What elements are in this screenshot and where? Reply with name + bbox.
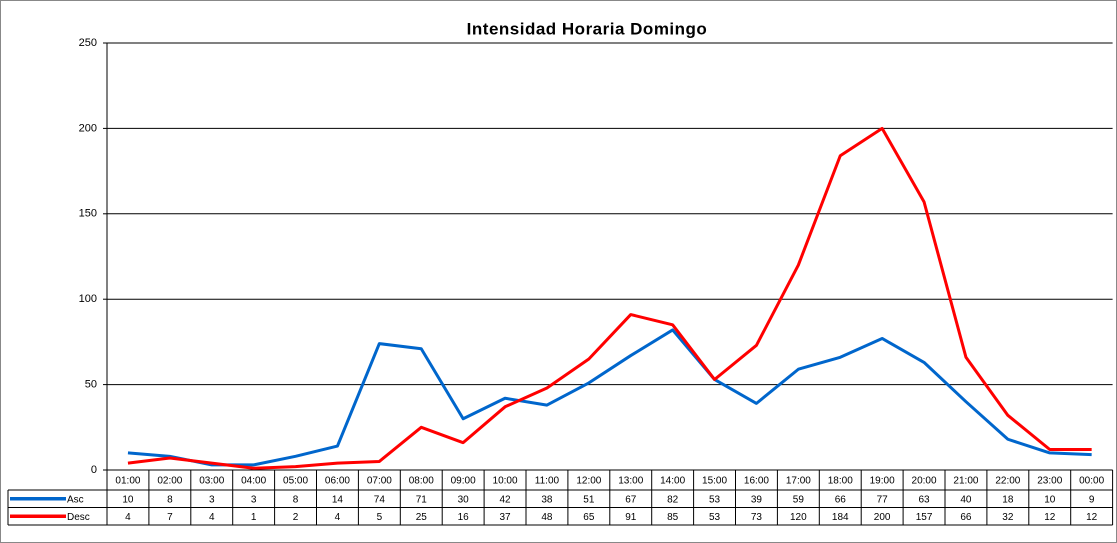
table-value: 7 <box>167 512 173 523</box>
x-tick-label: 02:00 <box>157 476 182 487</box>
table-value: 59 <box>793 494 805 505</box>
x-tick-label: 23:00 <box>1037 476 1062 487</box>
x-tick-label: 17:00 <box>786 476 811 487</box>
table-value: 74 <box>374 494 386 505</box>
x-tick-label: 03:00 <box>199 476 224 487</box>
table-value: 39 <box>751 494 763 505</box>
x-tick-label: 20:00 <box>912 476 937 487</box>
table-value: 63 <box>918 494 930 505</box>
table-value: 77 <box>877 494 889 505</box>
table-value: 40 <box>960 494 972 505</box>
chart-title: Intensidad Horaria Domingo <box>467 19 708 38</box>
table-value: 51 <box>583 494 595 505</box>
x-tick-label: 06:00 <box>325 476 350 487</box>
x-tick-label: 16:00 <box>744 476 769 487</box>
table-value: 91 <box>625 512 637 523</box>
x-tick-label: 04:00 <box>241 476 266 487</box>
y-tick-label: 100 <box>79 293 97 305</box>
table-value: 67 <box>625 494 637 505</box>
x-tick-label: 19:00 <box>870 476 895 487</box>
table-value: 3 <box>251 494 257 505</box>
y-tick-label: 200 <box>79 122 97 134</box>
table-value: 9 <box>1089 494 1095 505</box>
table-value: 1 <box>251 512 257 523</box>
table-value: 184 <box>832 512 849 523</box>
table-value: 12 <box>1086 512 1098 523</box>
x-tick-label: 08:00 <box>409 476 434 487</box>
table-value: 85 <box>667 512 679 523</box>
table-value: 4 <box>125 512 131 523</box>
y-tick-label: 50 <box>85 379 97 391</box>
table-value: 38 <box>541 494 553 505</box>
table-value: 120 <box>790 512 807 523</box>
table-value: 48 <box>541 512 553 523</box>
y-tick-label: 0 <box>91 464 97 476</box>
table-value: 30 <box>458 494 470 505</box>
table-value: 53 <box>709 494 721 505</box>
x-tick-label: 07:00 <box>367 476 392 487</box>
table-value: 37 <box>499 512 511 523</box>
x-tick-label: 15:00 <box>702 476 727 487</box>
x-tick-label: 14:00 <box>660 476 685 487</box>
x-tick-label: 01:00 <box>115 476 140 487</box>
table-value: 10 <box>122 494 134 505</box>
table-value: 5 <box>377 512 383 523</box>
table-value: 42 <box>499 494 511 505</box>
table-value: 66 <box>960 512 972 523</box>
table-value: 3 <box>209 494 215 505</box>
x-tick-label: 09:00 <box>451 476 476 487</box>
table-value: 4 <box>209 512 215 523</box>
x-tick-label: 21:00 <box>953 476 978 487</box>
x-tick-label: 11:00 <box>535 476 560 487</box>
x-tick-label: 22:00 <box>995 476 1020 487</box>
series-line <box>127 126 1092 470</box>
legend-label: Desc <box>67 512 90 523</box>
table-value: 82 <box>667 494 679 505</box>
legend-label: Asc <box>67 494 84 505</box>
table-value: 66 <box>835 494 847 505</box>
y-tick-label: 150 <box>79 208 97 220</box>
table-value: 8 <box>293 494 299 505</box>
table-value: 32 <box>1002 512 1014 523</box>
table-value: 8 <box>167 494 173 505</box>
table-value: 12 <box>1044 512 1056 523</box>
table-value: 14 <box>332 494 344 505</box>
table-value: 200 <box>874 512 891 523</box>
table-value: 2 <box>293 512 299 523</box>
table-value: 4 <box>335 512 341 523</box>
table-value: 16 <box>458 512 470 523</box>
x-tick-label: 12:00 <box>576 476 601 487</box>
x-tick-label: 18:00 <box>828 476 853 487</box>
table-value: 10 <box>1044 494 1056 505</box>
y-tick-label: 250 <box>79 37 97 49</box>
table-value: 53 <box>709 512 721 523</box>
table-value: 73 <box>751 512 763 523</box>
x-tick-label: 13:00 <box>618 476 643 487</box>
series-line <box>127 328 1092 467</box>
table-value: 65 <box>583 512 595 523</box>
x-tick-label: 10:00 <box>493 476 518 487</box>
table-value: 157 <box>916 512 933 523</box>
table-value: 71 <box>416 494 428 505</box>
x-tick-label: 05:00 <box>283 476 308 487</box>
table-value: 25 <box>416 512 428 523</box>
x-tick-label: 00:00 <box>1079 476 1104 487</box>
table-value: 18 <box>1002 494 1014 505</box>
